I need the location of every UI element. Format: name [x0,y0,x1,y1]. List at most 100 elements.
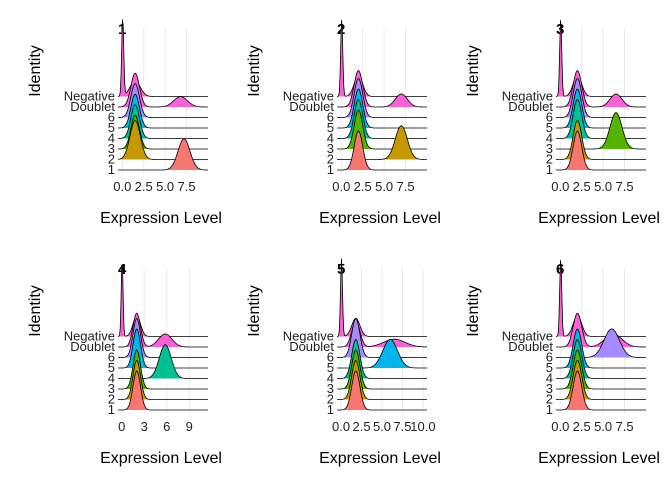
ridge-line-5 [556,328,646,369]
y-tick-label: 5 [327,360,334,375]
ridge-line-1 [337,370,427,411]
y-tick-label: 4 [546,371,553,386]
y-tick-label: 4 [327,371,334,386]
x-tick-label: 5.0 [594,419,612,434]
y-tick-label: Negative [64,89,115,104]
ridge-line-4 [117,104,208,139]
y-tick-label: 3 [546,381,553,396]
ridge-fill-1 [556,371,646,410]
x-tick-label: 3 [141,419,148,434]
ridge-fill-negative [556,260,646,337]
ridge-line-5 [117,93,208,129]
ridge-line-2 [556,120,646,160]
panel-4: 4123456DoubletNegative0369Expression Lev… [27,261,222,467]
ridge-line-doublet [556,312,646,348]
ridge-line-6 [556,78,646,118]
ridge-line-3 [118,349,208,390]
y-tick-label: Negative [502,89,553,104]
ridge-line-negative [336,20,427,97]
ridge-fill-doublet [337,70,427,107]
y-tick-label: 2 [546,392,553,407]
y-tick-label: 6 [546,350,553,365]
ridge-fill-5 [118,329,208,368]
ridge-fill-negative [337,20,427,97]
ridge-line-1 [118,370,208,411]
ridge-line-4 [556,99,646,139]
y-tick-label: 2 [108,392,115,407]
y-axis-label: Identity [27,45,44,97]
ridge-line-doublet [118,312,208,348]
y-tick-label: 1 [327,162,334,177]
ridge-fill-2 [118,120,208,160]
x-tick-label: 7.5 [616,179,634,194]
y-tick-label: Doublet [508,339,553,354]
ridge-fill-1 [118,371,208,410]
y-tick-label: 3 [327,381,334,396]
y-tick-label: 4 [546,131,553,146]
ridge-line-1 [556,130,646,171]
ridge-line-3 [337,349,427,390]
ridge-fill-3 [556,112,646,149]
y-tick-label: 3 [546,141,553,156]
x-tick-label: 6 [163,419,170,434]
y-axis-label: Identity [465,285,482,337]
x-tick-label: 9 [186,419,193,434]
y-tick-label: 5 [546,360,553,375]
y-tick-label: 4 [108,131,115,146]
ridge-line-6 [117,83,208,118]
x-tick-label: 7.5 [393,419,411,434]
ridge-fill-4 [118,104,208,139]
y-tick-label: 2 [327,152,334,167]
x-axis-label: Expression Level [538,450,660,467]
y-tick-label: 1 [108,162,115,177]
ridge-line-doublet [556,70,646,108]
ridge-line-doublet [337,70,427,108]
x-tick-label: 5.0 [594,179,612,194]
ridge-line-5 [556,88,646,129]
panel-5: 5123456DoubletNegative0.02.55.07.510.0Ex… [246,258,441,467]
ridge-line-3 [337,109,427,150]
x-tick-label: 7.5 [178,179,196,194]
ridge-fill-negative [118,264,208,337]
y-tick-label: 5 [108,360,115,375]
x-tick-label: 0.0 [551,419,569,434]
x-tick-label: 7.5 [397,179,415,194]
ridge-line-negative [117,264,208,337]
y-tick-label: Doublet [289,99,334,114]
x-tick-label: 5.0 [375,179,393,194]
x-tick-label: 2.5 [135,179,153,194]
ridge-line-4 [337,338,427,379]
y-tick-label: 6 [327,110,334,125]
y-tick-label: 4 [108,371,115,386]
y-axis-label: Identity [27,285,44,337]
x-tick-label: 2.5 [573,419,591,434]
ridge-fill-6 [118,83,208,118]
y-tick-label: 5 [546,120,553,135]
ridge-fill-doublet [118,73,208,107]
ridge-line-doublet [117,72,209,108]
ridge-fill-6 [337,318,427,358]
x-axis-label: Expression Level [319,450,441,467]
y-tick-label: 6 [546,110,553,125]
y-tick-label: Negative [64,329,115,344]
y-tick-label: 2 [108,152,115,167]
ridge-fill-1 [118,138,208,170]
ridge-fill-6 [337,78,427,118]
ridge-line-negative [555,20,646,97]
x-tick-label: 0 [118,419,125,434]
ridge-line-5 [337,88,427,129]
y-axis-label: Identity [246,285,263,337]
x-tick-label: 0.0 [551,179,569,194]
ridge-line-1 [337,130,427,171]
x-tick-label: 2.5 [354,179,372,194]
x-axis-label: Expression Level [100,450,222,467]
y-tick-label: 1 [546,162,553,177]
x-axis-label: Expression Level [538,210,660,227]
ridge-line-4 [337,99,427,139]
ridge-fill-1 [337,371,427,410]
ridge-line-6 [337,78,427,118]
y-tick-label: 2 [546,152,553,167]
